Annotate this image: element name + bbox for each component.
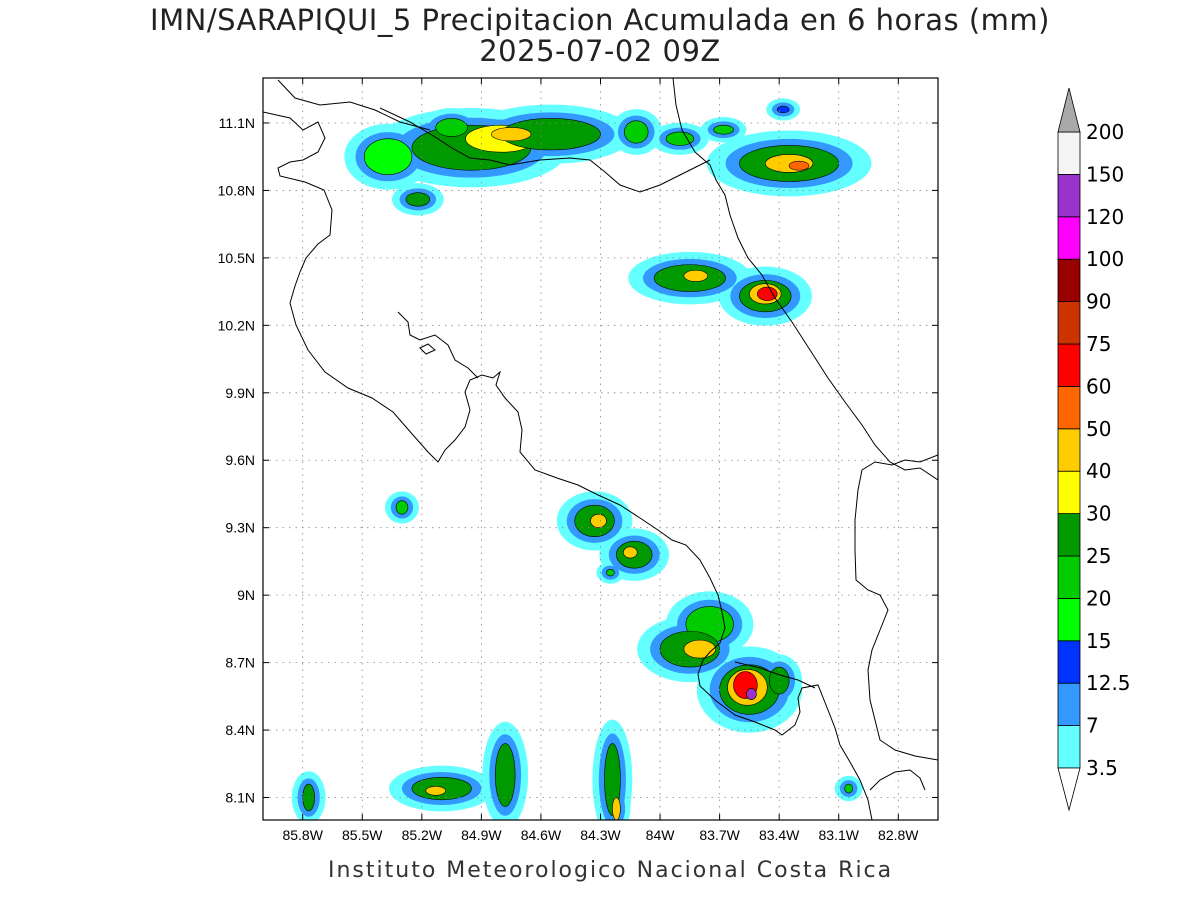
colorbar-segment-6 bbox=[1057, 470, 1081, 515]
x-tick-label: 83.1W bbox=[819, 827, 860, 843]
colorbar-segment-8 bbox=[1057, 385, 1081, 430]
coastline-lake-north bbox=[277, 79, 431, 131]
grid-lines bbox=[263, 78, 938, 820]
x-tick-label: 83.4W bbox=[759, 827, 800, 843]
colorbar-label: 150 bbox=[1086, 162, 1124, 186]
x-tick-label: 85.8W bbox=[282, 827, 323, 843]
coastline-nicoya-gulf bbox=[397, 311, 479, 379]
colorbar-segment-10 bbox=[1057, 301, 1081, 345]
precip-cell-8 bbox=[665, 131, 695, 146]
x-tick-label: 85.2W bbox=[402, 827, 443, 843]
y-tick-label: 8.4N bbox=[225, 722, 255, 738]
colorbar-segment-14 bbox=[1057, 131, 1081, 175]
precip-cell-7 bbox=[624, 120, 649, 144]
precip-cell-18 bbox=[757, 286, 778, 301]
x-tick-label: 84W bbox=[646, 827, 676, 843]
colorbar-segment-13 bbox=[1057, 173, 1081, 218]
precip-cell-34 bbox=[425, 785, 446, 796]
y-tick-label: 8.1N bbox=[225, 790, 255, 806]
colorbar-label: 12.5 bbox=[1086, 671, 1131, 695]
colorbar-label: 25 bbox=[1086, 544, 1111, 568]
precip-cell-15 bbox=[683, 269, 709, 282]
y-tick-label: 11.1N bbox=[219, 115, 255, 131]
coastline-panama-south bbox=[869, 769, 926, 791]
x-tick-label: 83.7W bbox=[699, 827, 740, 843]
y-tick-label: 10.2N bbox=[218, 317, 255, 333]
colorbar-label: 200 bbox=[1086, 120, 1124, 144]
colorbar-label: 50 bbox=[1086, 417, 1111, 441]
y-tick-label: 9N bbox=[237, 587, 255, 603]
y-axis-ticks: 8.1N 8.4N 8.7N 9N 9.3N 9.6N 9.9N 10.2N 10.5N 10.8… bbox=[218, 115, 938, 806]
colorbar-label: 15 bbox=[1086, 629, 1111, 653]
colorbar-segment-7 bbox=[1057, 428, 1081, 472]
colorbar-segment-1 bbox=[1057, 682, 1081, 727]
y-tick-label: 10.5N bbox=[218, 250, 255, 266]
colorbar-label: 60 bbox=[1086, 374, 1111, 398]
map-subtitle: 2025-07-02 09Z bbox=[479, 34, 721, 68]
colorbar-segment-9 bbox=[1057, 343, 1081, 387]
precip-cell-4 bbox=[435, 118, 468, 137]
colorbar-segment-0 bbox=[1057, 725, 1081, 769]
y-tick-label: 10.8N bbox=[218, 182, 255, 198]
colorbar-segment-4 bbox=[1057, 555, 1081, 599]
precip-cell-13 bbox=[776, 105, 790, 114]
colorbar-label: 30 bbox=[1086, 502, 1111, 526]
border-cr-panama-south bbox=[734, 661, 816, 689]
precip-cell-31 bbox=[746, 688, 757, 701]
precip-cell-20 bbox=[590, 513, 607, 528]
border-panama bbox=[854, 454, 938, 761]
border-nicaragua bbox=[379, 107, 711, 193]
colorbar-segment-3 bbox=[1057, 598, 1081, 642]
x-tick-label: 84.6W bbox=[521, 827, 562, 843]
colorbar-label: 100 bbox=[1086, 247, 1124, 271]
map-title: IMN/SARAPIQUI_5 Precipitacion Acumulada … bbox=[150, 3, 1050, 37]
precip-cell-12 bbox=[788, 160, 810, 171]
precip-cell-35 bbox=[494, 743, 516, 807]
precip-cell-37 bbox=[612, 797, 621, 820]
coastline-island bbox=[419, 343, 436, 355]
colorbar-segment-12 bbox=[1057, 216, 1081, 260]
y-tick-label: 8.7N bbox=[225, 655, 255, 671]
y-tick-label: 9.9N bbox=[225, 385, 255, 401]
precip-cell-23 bbox=[395, 500, 409, 515]
x-tick-label: 84.3W bbox=[580, 827, 621, 843]
y-tick-label: 9.6N bbox=[225, 452, 255, 468]
precip-cell-22 bbox=[623, 546, 638, 559]
colorbar: 3.5 7 12.5 15 20 25 30 40 50 60 75 90 100 120 150 200 bbox=[1057, 87, 1131, 812]
colorbar-label: 75 bbox=[1086, 332, 1111, 356]
colorbar-segment-11 bbox=[1057, 258, 1081, 303]
precip-cell-9 bbox=[713, 124, 734, 135]
colorbar-label: 7 bbox=[1086, 714, 1099, 738]
colorbar-segment-5 bbox=[1057, 513, 1081, 557]
precip-cell-0 bbox=[363, 138, 413, 175]
colorbar-min-triangle bbox=[1057, 767, 1081, 812]
coastlines-borders bbox=[263, 78, 938, 820]
precip-cell-27 bbox=[683, 639, 716, 659]
footer-credit: Instituto Meteorologico Nacional Costa R… bbox=[328, 858, 894, 883]
colorbar-label: 40 bbox=[1086, 459, 1111, 483]
x-axis-ticks: 85.8W 85.5W 85.2W 84.9W 84.6W 84.3W 84W 83.7W 83… bbox=[282, 78, 919, 843]
coastline-pacific-north bbox=[263, 111, 873, 820]
colorbar-segment-2 bbox=[1057, 640, 1081, 684]
colorbar-label: 3.5 bbox=[1086, 756, 1118, 780]
precipitation-field bbox=[291, 98, 872, 820]
precip-cell-6 bbox=[405, 192, 431, 207]
precip-cell-5 bbox=[491, 127, 532, 142]
colorbar-label: 120 bbox=[1086, 205, 1124, 229]
x-tick-label: 82.8W bbox=[878, 827, 919, 843]
x-tick-label: 84.9W bbox=[461, 827, 502, 843]
colorbar-max-triangle bbox=[1057, 87, 1081, 133]
y-tick-label: 9.3N bbox=[225, 520, 255, 536]
coastline-caribbean bbox=[672, 78, 938, 481]
colorbar-label: 20 bbox=[1086, 586, 1111, 610]
precip-cell-32 bbox=[768, 666, 790, 695]
precip-cell-39 bbox=[844, 783, 853, 794]
precip-cell-24 bbox=[606, 568, 615, 577]
x-tick-label: 85.5W bbox=[342, 827, 383, 843]
colorbar-label: 90 bbox=[1086, 290, 1111, 314]
